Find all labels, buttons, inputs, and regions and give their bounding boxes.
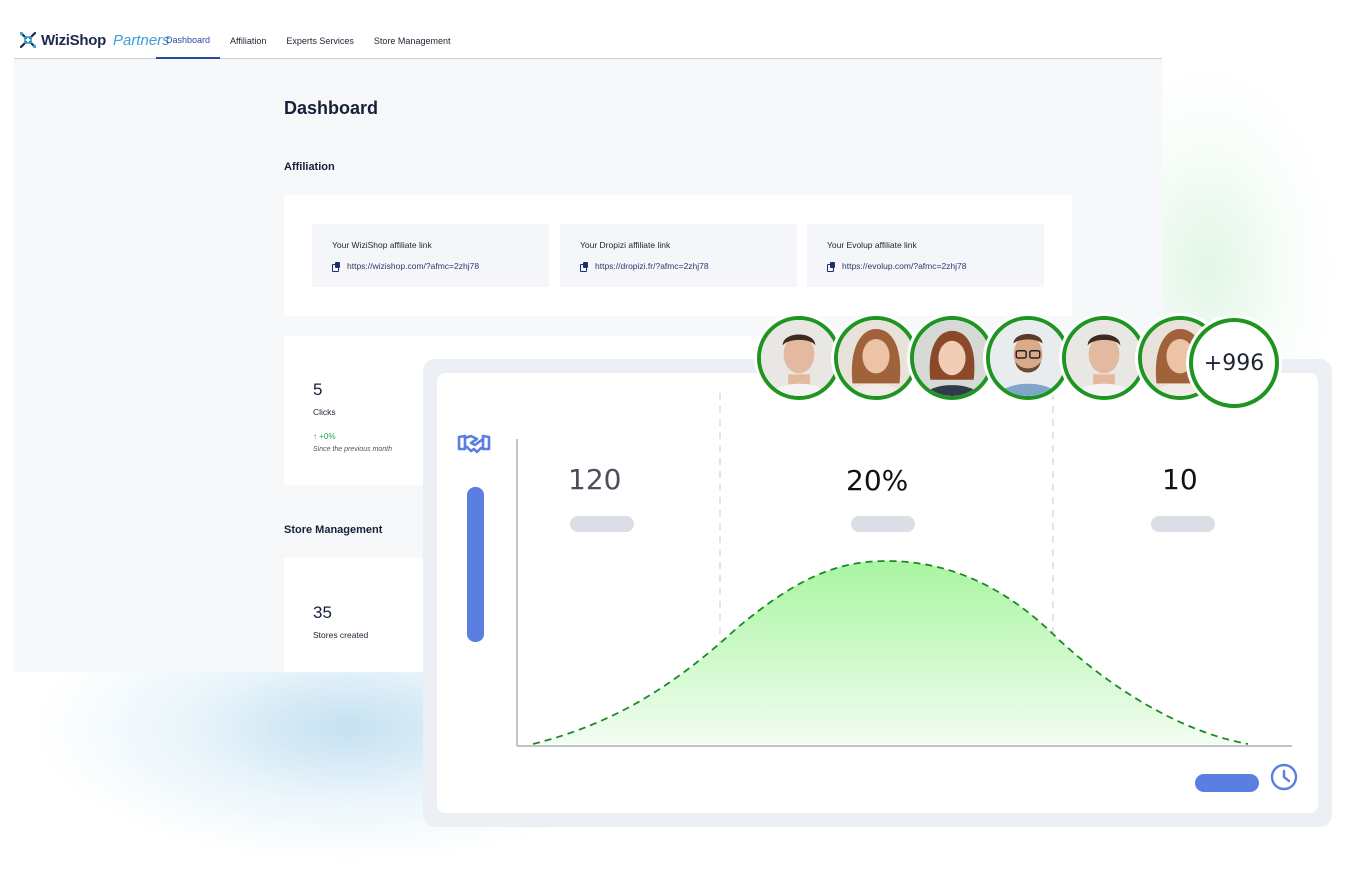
store-management-section-title: Store Management: [284, 524, 383, 536]
more-avatars-badge[interactable]: +996: [1189, 318, 1279, 408]
clicks-label: Clicks: [313, 407, 336, 417]
affiliate-link-label: Your Dropizi affiliate link: [580, 240, 671, 250]
avatar-stack: +996: [757, 316, 1297, 408]
metric-value-3: 10: [1162, 463, 1198, 496]
avatar: [910, 316, 994, 400]
avatar: [986, 316, 1070, 400]
affiliate-links-card: Your WiziShop affiliate link https://wiz…: [284, 195, 1072, 316]
affiliate-link-evolup: Your Evolup affiliate link https://evolu…: [807, 224, 1044, 287]
stores-created-label: Stores created: [313, 630, 369, 640]
nav-tab-experts-services[interactable]: Experts Services: [286, 36, 354, 46]
metric-value-1: 120: [568, 463, 622, 496]
clicks-value: 5: [313, 380, 323, 399]
affiliation-section-title: Affiliation: [284, 161, 335, 173]
brand-suffix: Partners: [112, 31, 170, 49]
metric-placeholder-1: [570, 516, 634, 532]
top-navigation-bar: WiziShop Partners Dashboard Affiliation …: [14, 0, 1162, 59]
nav-tab-store-management[interactable]: Store Management: [373, 36, 451, 46]
page-title: Dashboard: [284, 98, 379, 118]
affiliate-link-url-text[interactable]: https://dropizi.fr/?afmc=2zhj78: [595, 261, 709, 271]
distribution-chart: [457, 393, 1298, 792]
avatar: [1062, 316, 1146, 400]
affiliate-link-url-text[interactable]: https://evolup.com/?afmc=2zhj78: [842, 261, 967, 271]
affiliate-link-url[interactable]: https://wizishop.com/?afmc=2zhj78: [332, 261, 480, 272]
affiliate-link-url[interactable]: https://evolup.com/?afmc=2zhj78: [827, 261, 967, 272]
clock-icon[interactable]: [1270, 763, 1298, 791]
nav-tab-dashboard[interactable]: Dashboard: [156, 0, 221, 59]
metric-placeholder-2: [851, 516, 915, 532]
brand-logo[interactable]: WiziShop Partners: [19, 31, 170, 49]
nav-tab-affiliation[interactable]: Affiliation: [230, 36, 267, 46]
avatar: [834, 316, 918, 400]
wizishop-logo-icon: [19, 31, 37, 49]
metric-placeholder-3: [1151, 516, 1215, 532]
brand-name: WiziShop: [41, 31, 106, 49]
affiliate-link-label: Your WiziShop affiliate link: [332, 240, 432, 250]
copy-icon[interactable]: [827, 261, 836, 272]
copy-icon[interactable]: [580, 261, 589, 272]
main-nav: Dashboard Affiliation Experts Services S…: [156, 0, 460, 59]
vertical-progress-bar: [467, 487, 484, 642]
handshake-icon: [457, 434, 491, 454]
curve-area: [533, 561, 1248, 744]
clicks-note: Since the previous month: [313, 446, 392, 453]
affiliate-link-url[interactable]: https://dropizi.fr/?afmc=2zhj78: [580, 261, 709, 272]
affiliate-link-dropizi: Your Dropizi affiliate link https://drop…: [560, 224, 797, 287]
stores-created-value: 35: [313, 603, 332, 622]
metric-value-2: 20%: [846, 464, 909, 497]
affiliate-link-wizishop: Your WiziShop affiliate link https://wiz…: [312, 224, 549, 287]
avatar: [757, 316, 841, 400]
clicks-delta: ↑ +0%: [313, 432, 336, 441]
analytics-overlay: 120 20% 10: [437, 373, 1318, 813]
affiliate-link-url-text[interactable]: https://wizishop.com/?afmc=2zhj78: [347, 261, 480, 271]
affiliate-link-label: Your Evolup affiliate link: [827, 240, 917, 250]
time-range-pill[interactable]: [1195, 774, 1259, 792]
copy-icon[interactable]: [332, 261, 341, 272]
